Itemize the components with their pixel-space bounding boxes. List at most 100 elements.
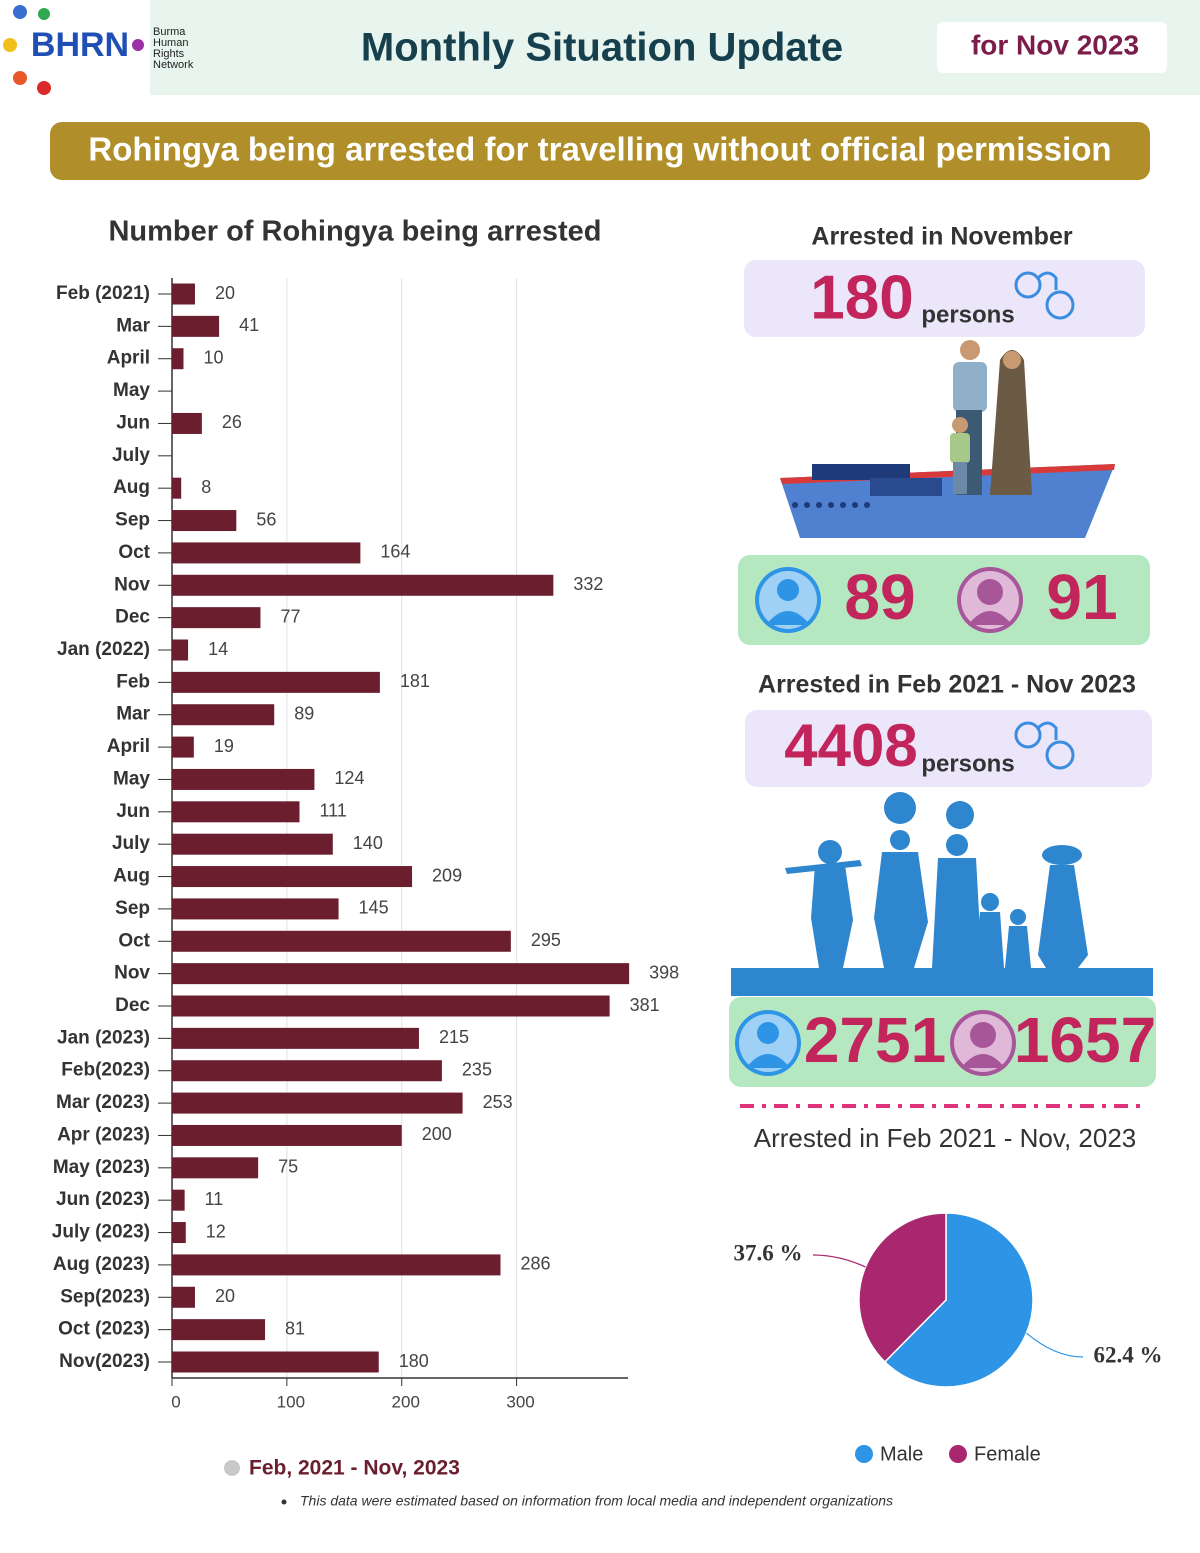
y-tick-label: May bbox=[113, 768, 150, 789]
leader-line bbox=[812, 1254, 866, 1268]
legend-label: Male bbox=[880, 1443, 923, 1465]
legend-dot bbox=[949, 1445, 967, 1463]
stat-unit: persons bbox=[921, 301, 1014, 328]
bar-value-label: 145 bbox=[359, 898, 389, 918]
bar bbox=[172, 607, 261, 629]
footnote: This data were estimated based on inform… bbox=[300, 1493, 893, 1509]
stat-title: Arrested in Feb 2021 - Nov 2023 bbox=[758, 671, 1136, 699]
x-tick-label: 300 bbox=[506, 1392, 534, 1411]
bar bbox=[172, 736, 194, 758]
stat-total: 4408 bbox=[784, 712, 917, 779]
x-tick-label: 200 bbox=[392, 1392, 420, 1411]
y-tick-label: Jun (2023) bbox=[56, 1189, 150, 1210]
chart-title: Number of Rohingya being arrested bbox=[108, 216, 601, 248]
bar bbox=[172, 1222, 186, 1244]
y-tick-label: Feb bbox=[116, 671, 150, 692]
bar bbox=[172, 477, 182, 499]
y-tick-label: Dec bbox=[115, 607, 150, 628]
gender-box bbox=[738, 555, 1150, 645]
bar-value-label: 124 bbox=[334, 768, 364, 788]
banner-text: Rohingya being arrested for travelling w… bbox=[88, 131, 1111, 168]
bullet bbox=[281, 1499, 287, 1505]
y-tick-label: Mar bbox=[116, 315, 150, 336]
bar bbox=[172, 1286, 195, 1308]
y-tick-label: Jun bbox=[116, 412, 150, 433]
bar bbox=[172, 510, 237, 532]
bar-value-label: 75 bbox=[278, 1157, 298, 1177]
logo bbox=[3, 5, 144, 95]
bar-value-label: 286 bbox=[521, 1254, 551, 1274]
bar-value-label: 295 bbox=[531, 930, 561, 950]
bar-value-label: 10 bbox=[203, 347, 223, 367]
y-tick-label: July bbox=[112, 445, 150, 466]
bar-value-label: 11 bbox=[205, 1189, 224, 1209]
handcuff-icon bbox=[1014, 721, 1075, 770]
handcuff-icon bbox=[1014, 271, 1075, 320]
bar bbox=[172, 1124, 402, 1146]
legend-dot bbox=[224, 1460, 240, 1476]
logo-text: BHRN bbox=[31, 26, 129, 64]
bar-value-label: 111 bbox=[319, 801, 346, 821]
org-name: Human bbox=[153, 37, 188, 49]
y-tick-label: Sep bbox=[115, 510, 150, 531]
y-tick-label: Nov(2023) bbox=[59, 1351, 150, 1372]
legend-dot bbox=[855, 1445, 873, 1463]
bar-value-label: 20 bbox=[215, 1286, 235, 1306]
bar-value-label: 140 bbox=[353, 833, 383, 853]
bar bbox=[172, 833, 333, 855]
stat-box bbox=[745, 710, 1152, 787]
bar bbox=[172, 315, 220, 337]
bar bbox=[172, 704, 275, 726]
bar bbox=[172, 1189, 185, 1211]
stat-box bbox=[744, 260, 1145, 337]
boat-illustration bbox=[780, 340, 1115, 538]
bar bbox=[172, 898, 339, 920]
y-tick-label: Feb (2021) bbox=[56, 283, 150, 304]
bar bbox=[172, 1092, 463, 1114]
y-tick-label: Mar (2023) bbox=[56, 1092, 150, 1113]
y-tick-label: April bbox=[107, 348, 150, 369]
bar-value-label: 12 bbox=[206, 1221, 226, 1241]
male-icon bbox=[755, 567, 821, 633]
bar bbox=[172, 963, 630, 985]
y-tick-label: Aug bbox=[113, 477, 150, 498]
bar-value-label: 8 bbox=[201, 477, 211, 497]
bar bbox=[172, 348, 184, 370]
legend-label: Female bbox=[974, 1443, 1041, 1465]
y-tick-label: July (2023) bbox=[52, 1222, 150, 1243]
bar-value-label: 235 bbox=[462, 1059, 492, 1079]
bar bbox=[172, 542, 361, 564]
y-tick-label: Mar bbox=[116, 704, 150, 725]
bar-value-label: 164 bbox=[380, 542, 410, 562]
female-icon bbox=[957, 567, 1023, 633]
bar bbox=[172, 1027, 419, 1049]
pie-value-label: 62.4 % bbox=[1094, 1342, 1163, 1367]
pie-slice bbox=[858, 1212, 947, 1363]
y-tick-label: Jan (2023) bbox=[57, 1027, 150, 1048]
bar bbox=[172, 639, 189, 661]
y-tick-label: May (2023) bbox=[53, 1157, 150, 1178]
bar-value-label: 89 bbox=[294, 703, 314, 723]
y-tick-label: May bbox=[113, 380, 150, 401]
male-count: 2751 bbox=[804, 1004, 946, 1076]
page-title: Monthly Situation Update bbox=[361, 26, 843, 70]
x-tick-label: 0 bbox=[171, 1392, 180, 1411]
bar bbox=[172, 283, 195, 305]
bar-value-label: 26 bbox=[222, 412, 242, 432]
bar bbox=[172, 1319, 266, 1341]
bar-value-label: 19 bbox=[214, 736, 234, 756]
bar-value-label: 215 bbox=[439, 1027, 469, 1047]
male-icon bbox=[735, 1010, 801, 1076]
legend-label: Feb, 2021 - Nov, 2023 bbox=[249, 1457, 460, 1480]
bar bbox=[172, 671, 380, 693]
bar-value-label: 77 bbox=[280, 606, 300, 626]
banner bbox=[50, 122, 1150, 180]
bar-value-label: 332 bbox=[573, 574, 603, 594]
bar bbox=[172, 930, 511, 952]
y-tick-label: Dec bbox=[115, 995, 150, 1016]
y-tick-label: Oct bbox=[118, 542, 150, 563]
female-count: 91 bbox=[1046, 561, 1117, 633]
y-tick-label: Apr (2023) bbox=[57, 1124, 150, 1145]
